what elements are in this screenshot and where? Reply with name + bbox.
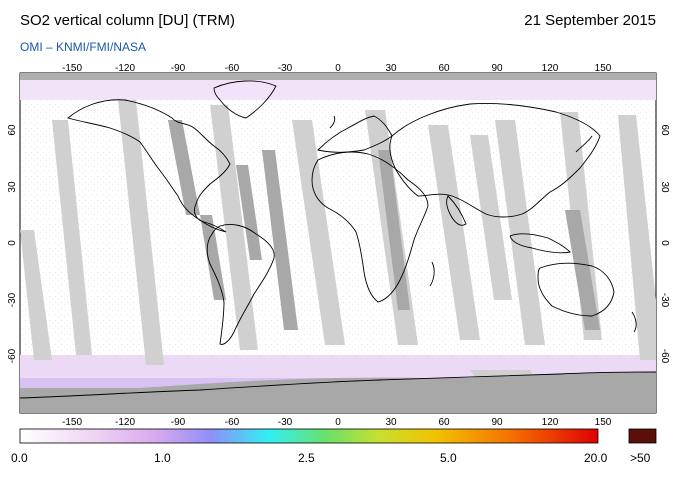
colorbar-label: 1.0 <box>154 451 171 465</box>
lat-tick-right: -30 <box>659 293 670 308</box>
lon-tick-bottom: -90 <box>171 417 186 428</box>
lon-tick-top: 30 <box>385 63 397 74</box>
lon-tick-bottom: 120 <box>542 417 559 428</box>
lon-tick-bottom: -120 <box>115 417 135 428</box>
lat-tick-right: -60 <box>659 349 670 364</box>
lat-ticks-left: 60 30 0 -30 -60 <box>7 124 18 363</box>
lon-tick-bottom: -30 <box>278 417 293 428</box>
lon-tick-top: 120 <box>542 63 559 74</box>
colorbar-label: 0.0 <box>11 451 28 465</box>
swath-overlaps <box>168 120 600 330</box>
map-source-credit: OMI – KNMI/FMI/NASA <box>20 40 147 54</box>
arctic-band <box>20 78 656 100</box>
lon-tick-bottom: 30 <box>385 417 397 428</box>
lon-tick-bottom: 60 <box>438 417 450 428</box>
lat-tick-right: 30 <box>659 181 670 193</box>
lon-ticks-top: -150 -120 -90 -60 -30 0 30 60 90 120 150 <box>62 63 612 74</box>
lat-tick-right: 0 <box>659 240 670 246</box>
polar-night-south <box>20 372 656 413</box>
lat-tick-left: -30 <box>7 292 18 307</box>
lat-tick-right: 60 <box>659 124 670 136</box>
lon-tick-bottom: -60 <box>225 417 240 428</box>
lon-tick-bottom: -150 <box>62 417 82 428</box>
map-contents <box>20 73 656 413</box>
lat-tick-left: 30 <box>7 181 18 193</box>
colorbar-label: 20.0 <box>584 451 608 465</box>
colorbar-overflow-label: >50 <box>630 451 651 465</box>
lon-tick-top: -120 <box>115 63 135 74</box>
lon-tick-bottom: 150 <box>595 417 612 428</box>
lon-tick-top: -60 <box>225 63 240 74</box>
lon-tick-top: 60 <box>438 63 450 74</box>
map-date: 21 September 2015 <box>524 12 656 29</box>
lat-tick-left: 0 <box>7 240 18 246</box>
lon-tick-top: 90 <box>491 63 503 74</box>
lat-ticks-right: 60 30 0 -30 -60 <box>659 124 670 363</box>
lon-ticks-bottom: -150 -120 -90 -60 -30 0 30 60 90 120 150 <box>62 417 612 428</box>
colorbar-label: 5.0 <box>440 451 457 465</box>
lon-tick-top: -150 <box>62 63 82 74</box>
lat-tick-left: -60 <box>7 348 18 363</box>
lon-tick-top: -90 <box>171 63 186 74</box>
lon-tick-top: 150 <box>595 63 612 74</box>
lon-tick-top: -30 <box>278 63 293 74</box>
polar-edge-north <box>20 73 656 80</box>
colorbar-overflow-swatch <box>628 428 657 444</box>
colorbar-label: 2.5 <box>298 451 315 465</box>
lat-tick-left: 60 <box>7 124 18 136</box>
lon-tick-bottom: 0 <box>335 417 341 428</box>
lon-tick-bottom: 90 <box>491 417 503 428</box>
lon-tick-top: 0 <box>335 63 341 74</box>
colorbar <box>19 428 599 444</box>
map-title: SO2 vertical column [DU] (TRM) <box>20 12 236 29</box>
coastlines <box>20 80 656 399</box>
